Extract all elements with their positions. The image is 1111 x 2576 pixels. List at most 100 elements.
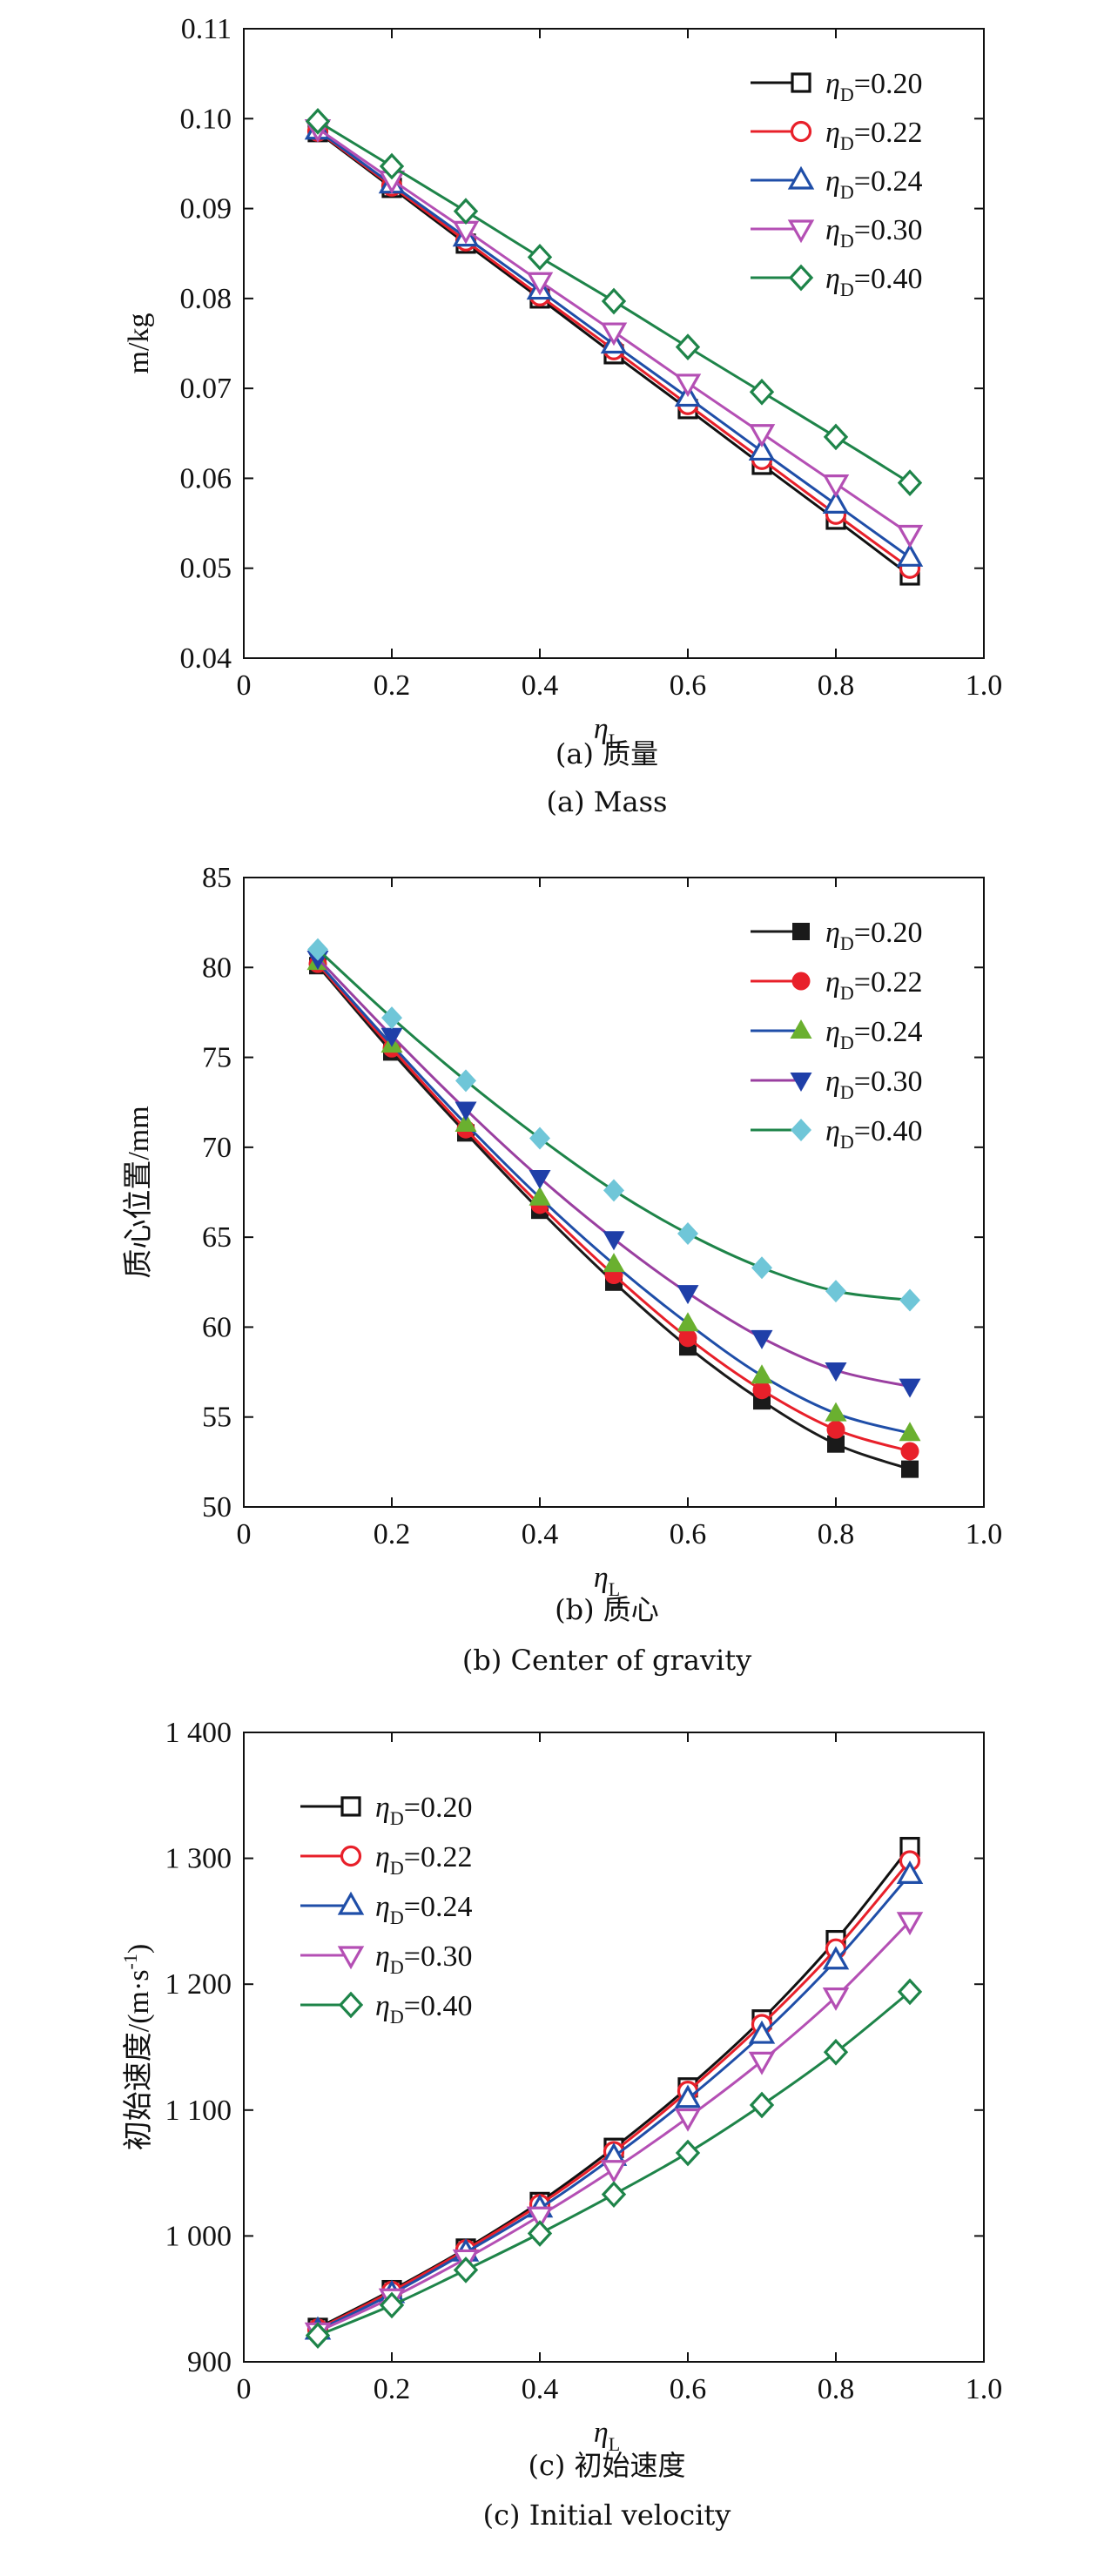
legend-label: ηD=0.30 [375,1940,472,1978]
series-4-point [600,322,628,346]
legend-marker [337,1891,365,1915]
legend-label-eta: η [825,1066,840,1098]
legend-label-eta: η [375,1990,390,2022]
x-axis-label-sub: L [609,730,620,751]
legend-label-value: =0.30 [854,1066,923,1098]
legend-label: ηD=0.24 [825,165,922,203]
x-tick-label: 0.8 [818,1518,855,1550]
series-4-point [674,373,702,398]
plot-frame [243,28,985,659]
series-line-3 [316,961,911,1435]
y-tick-label: 0.04 [180,642,232,675]
series-3-point [825,1402,847,1422]
legend-marker [792,923,810,940]
legend-label-sub: D [840,1081,854,1103]
legend-label-eta: η [825,917,840,949]
y-tick-label: 1 100 [165,2095,232,2127]
legend-label-eta: η [825,263,840,295]
x-tick-label: 0.6 [670,2373,707,2405]
series-3-point [454,1113,477,1133]
legend-label-value: =0.24 [854,165,923,198]
legend-label-sub: D [840,181,854,203]
legend-label-sub: D [840,1032,854,1053]
series-4-point [677,1285,699,1305]
series-5-point [749,2091,775,2119]
series-5-point [453,2257,479,2283]
legend-marker [787,219,815,244]
legend-marker [787,165,815,190]
x-axis-label-sub: L [609,1578,620,1600]
legend-label-value: =0.22 [854,966,923,999]
x-tick-label: 0 [237,669,252,702]
series-line-2 [316,963,911,1453]
legend-label-value: =0.24 [404,1891,473,1923]
legend-label: ηD=0.30 [825,214,922,252]
legend-label-sub: D [840,132,854,154]
series-3-point [896,1860,924,1884]
y-tick-label: 60 [202,1311,232,1343]
legend-marker [340,1845,362,1867]
series-5-point [379,152,405,180]
y-tick-label: 70 [202,1132,232,1164]
series-5-point [379,2291,405,2319]
x-tick-label: 0.8 [818,2373,855,2405]
legend-label-value: =0.30 [404,1940,473,1973]
series-5-point [307,938,328,961]
chart-panel-3: 0 0.2 0.4 0.6 0.8 1.0 900 1 000 1 100 1 200 1 300 1… [119,1717,1002,2532]
series-3-point [748,437,776,461]
y-tick-label: 0.07 [180,373,232,405]
y-tick-label: 85 [202,862,232,894]
legend-label: ηD=0.40 [375,1990,472,2028]
x-tick-label: 1.0 [966,669,1003,702]
series-5-point [899,1288,920,1312]
y-tick-label: 0.09 [180,193,232,225]
legend-label: ηD=0.22 [825,966,922,1004]
legend-label-value: =0.40 [854,263,923,295]
legend-marker [340,1796,361,1817]
caption-en: (c) Initial velocity [483,2499,731,2532]
y-axis-label-end: ) [123,1944,155,1954]
chart-panel-2: 0 0.2 0.4 0.6 0.8 1.05055606570758085ηL质心位置/m… [122,862,1002,1677]
series-4-point [748,424,776,448]
series-1-point [901,1460,919,1478]
y-tick-label: 1 000 [165,2220,232,2252]
series-5-point [897,469,923,496]
series-2-point [826,1420,845,1439]
x-tick-label: 0.4 [522,669,559,702]
x-tick-label: 0.4 [522,2373,559,2405]
y-tick-label: 0.11 [181,13,232,45]
legend-label-value: =0.22 [854,117,923,149]
legend-marker [790,1073,812,1092]
x-tick-label: 0 [237,2373,252,2405]
series-4-point [526,272,554,296]
x-tick-label: 0.4 [522,1518,559,1550]
legend-label-sub: D [390,1857,404,1879]
y-tick-label: 1 300 [165,1843,232,1875]
legend-label-sub: D [840,84,854,105]
legend-marker [788,264,814,292]
y-tick-label: 0.06 [180,462,232,494]
series-5-point [527,243,553,271]
series-4-point [822,474,850,498]
legend-label-value: =0.20 [854,917,923,949]
series-line-3 [317,1873,912,2332]
legend-marker [337,1946,365,1970]
series-5-point [527,2220,553,2247]
y-tick-label: 75 [202,1042,232,1074]
plot-frame [243,1732,985,2363]
series-5-point [823,423,849,451]
plot-frame [243,877,985,1508]
legend-label-sub: D [390,2006,404,2028]
legend-label-eta: η [825,117,840,149]
legend-label-sub: D [840,982,854,1004]
series-line-1 [316,965,911,1471]
series-4-point [603,1231,625,1251]
y-axis-label: 初始速度/(m·s-1) [119,1944,155,2150]
legend-label-sub: D [390,1956,404,1978]
y-tick-label: 50 [202,1491,232,1523]
series-5-point [453,198,479,225]
y-tick-label: 1 200 [165,1968,232,2001]
legend-label-sub: D [840,279,854,300]
legend-label: ηD=0.22 [375,1841,472,1879]
legend-label-eta: η [825,68,840,100]
